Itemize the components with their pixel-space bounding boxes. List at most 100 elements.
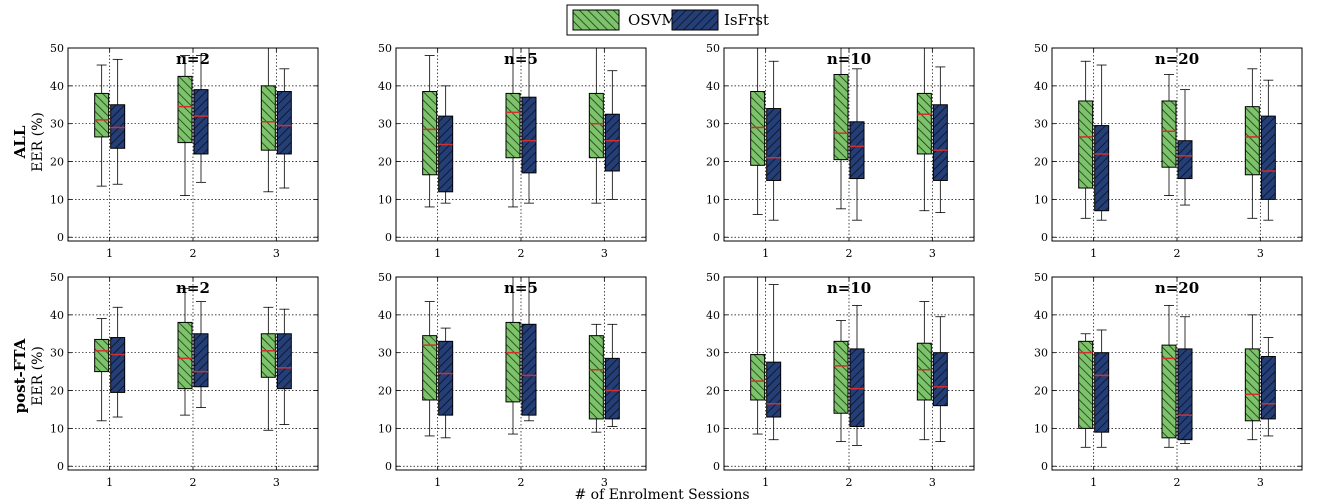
y-tick-label: 10 [378,422,392,435]
legend: OSVM IsFrst [566,4,769,36]
box-osvm [1244,68,1260,219]
x-tick-label: 2 [518,247,525,260]
box-body [833,73,849,161]
panel-title: n=10 [827,279,871,297]
box-isfrst [438,85,454,204]
x-tick-label: 1 [1090,476,1097,489]
x-tick-label: 3 [601,476,608,489]
box-body [276,91,292,155]
box-isfrst [193,55,209,183]
box-body [110,104,126,149]
box-osvm [750,47,766,215]
panel-all-n-10: 0 10 20 30 40 50 1 2 3 n=10 [706,42,975,260]
x-tick-label: 3 [929,247,936,260]
panel-post-fta-n-20: 0 10 20 30 40 50 1 2 3 n=20 [1034,271,1303,489]
x-tick-label: 2 [1174,247,1181,260]
legend-swatch-isfrst [671,9,719,31]
box-isfrst [604,70,620,200]
box-body [916,342,932,401]
box-isfrst [604,323,620,427]
box-isfrst [932,316,948,443]
x-tick-label: 3 [273,247,280,260]
box-osvm [1244,314,1260,441]
box-osvm [588,47,604,204]
box-body [849,121,865,180]
y-tick-label: 0 [713,460,720,473]
box-osvm [916,47,932,212]
panel-post-fta-n-10: 0 10 20 30 40 50 1 2 3 n=10 [706,271,975,489]
x-tick-label: 2 [1174,476,1181,489]
y-tick-label: 0 [57,460,64,473]
y-tick-label: 40 [50,80,64,93]
panel-title: n=20 [1155,279,1199,297]
box-body [1078,100,1094,189]
y-tick-label: 40 [378,80,392,93]
y-tick-label: 30 [706,118,720,131]
x-tick-label: 2 [190,476,197,489]
x-tick-label: 1 [106,476,113,489]
y-tick-label: 50 [706,42,720,55]
y-tick-label: 30 [50,347,64,360]
box-body [1161,100,1177,168]
y-tick-label: 10 [706,422,720,435]
box-isfrst [1094,64,1110,221]
box-osvm [1078,60,1094,219]
x-tick-label: 2 [190,247,197,260]
y-tick-label: 30 [378,118,392,131]
y-tick-label: 20 [378,156,392,169]
row-label-post-fta: post-FTA [11,338,29,413]
y-tick-label: 10 [50,422,64,435]
box-body [260,333,276,378]
box-body [849,348,865,427]
y-tick-label: 20 [378,385,392,398]
box-osvm [1161,304,1177,448]
panel-title: n=5 [504,50,538,68]
panel-title: n=5 [504,279,538,297]
x-tick-label: 1 [762,247,769,260]
box-body [94,92,110,138]
box-osvm [260,47,276,193]
x-tick-label: 3 [1257,247,1264,260]
y-tick-label: 50 [50,42,64,55]
box-isfrst [110,58,126,185]
row-label-all: ALL [11,125,29,159]
panel-post-fta-n-5: 0 10 20 30 40 50 1 2 3 n=5 [378,271,647,489]
x-tick-label: 3 [273,476,280,489]
box-isfrst [1260,79,1276,221]
box-body [1177,140,1193,180]
box-osvm [505,276,521,435]
row-ylabel-all: EER (%) [30,112,46,172]
y-tick-label: 20 [50,156,64,169]
box-isfrst [1260,337,1276,437]
y-tick-label: 50 [50,271,64,284]
y-tick-label: 40 [706,309,720,322]
box-body [604,357,620,420]
box-body [193,333,209,388]
box-isfrst [438,327,454,439]
y-tick-label: 30 [378,347,392,360]
box-body [110,337,126,393]
panel-all-n-20: 0 10 20 30 40 50 1 2 3 n=20 [1034,42,1303,260]
box-osvm [588,323,604,433]
y-tick-label: 0 [385,460,392,473]
x-tick-label: 2 [846,247,853,260]
x-tick-label: 3 [601,247,608,260]
x-axis-label: # of Enrolment Sessions [574,487,749,503]
box-body [750,91,766,166]
box-body [1094,125,1110,212]
box-body [521,323,537,416]
x-tick-label: 2 [518,476,525,489]
y-tick-label: 30 [706,347,720,360]
box-body [766,361,782,418]
box-isfrst [1094,329,1110,448]
y-tick-label: 50 [1034,271,1048,284]
box-osvm [260,306,276,431]
box-osvm [94,318,110,422]
box-osvm [505,47,521,208]
box-body [1177,348,1193,441]
box-isfrst [276,308,292,425]
x-tick-label: 2 [846,476,853,489]
box-body [604,113,620,172]
legend-swatch-osvm [572,9,620,31]
